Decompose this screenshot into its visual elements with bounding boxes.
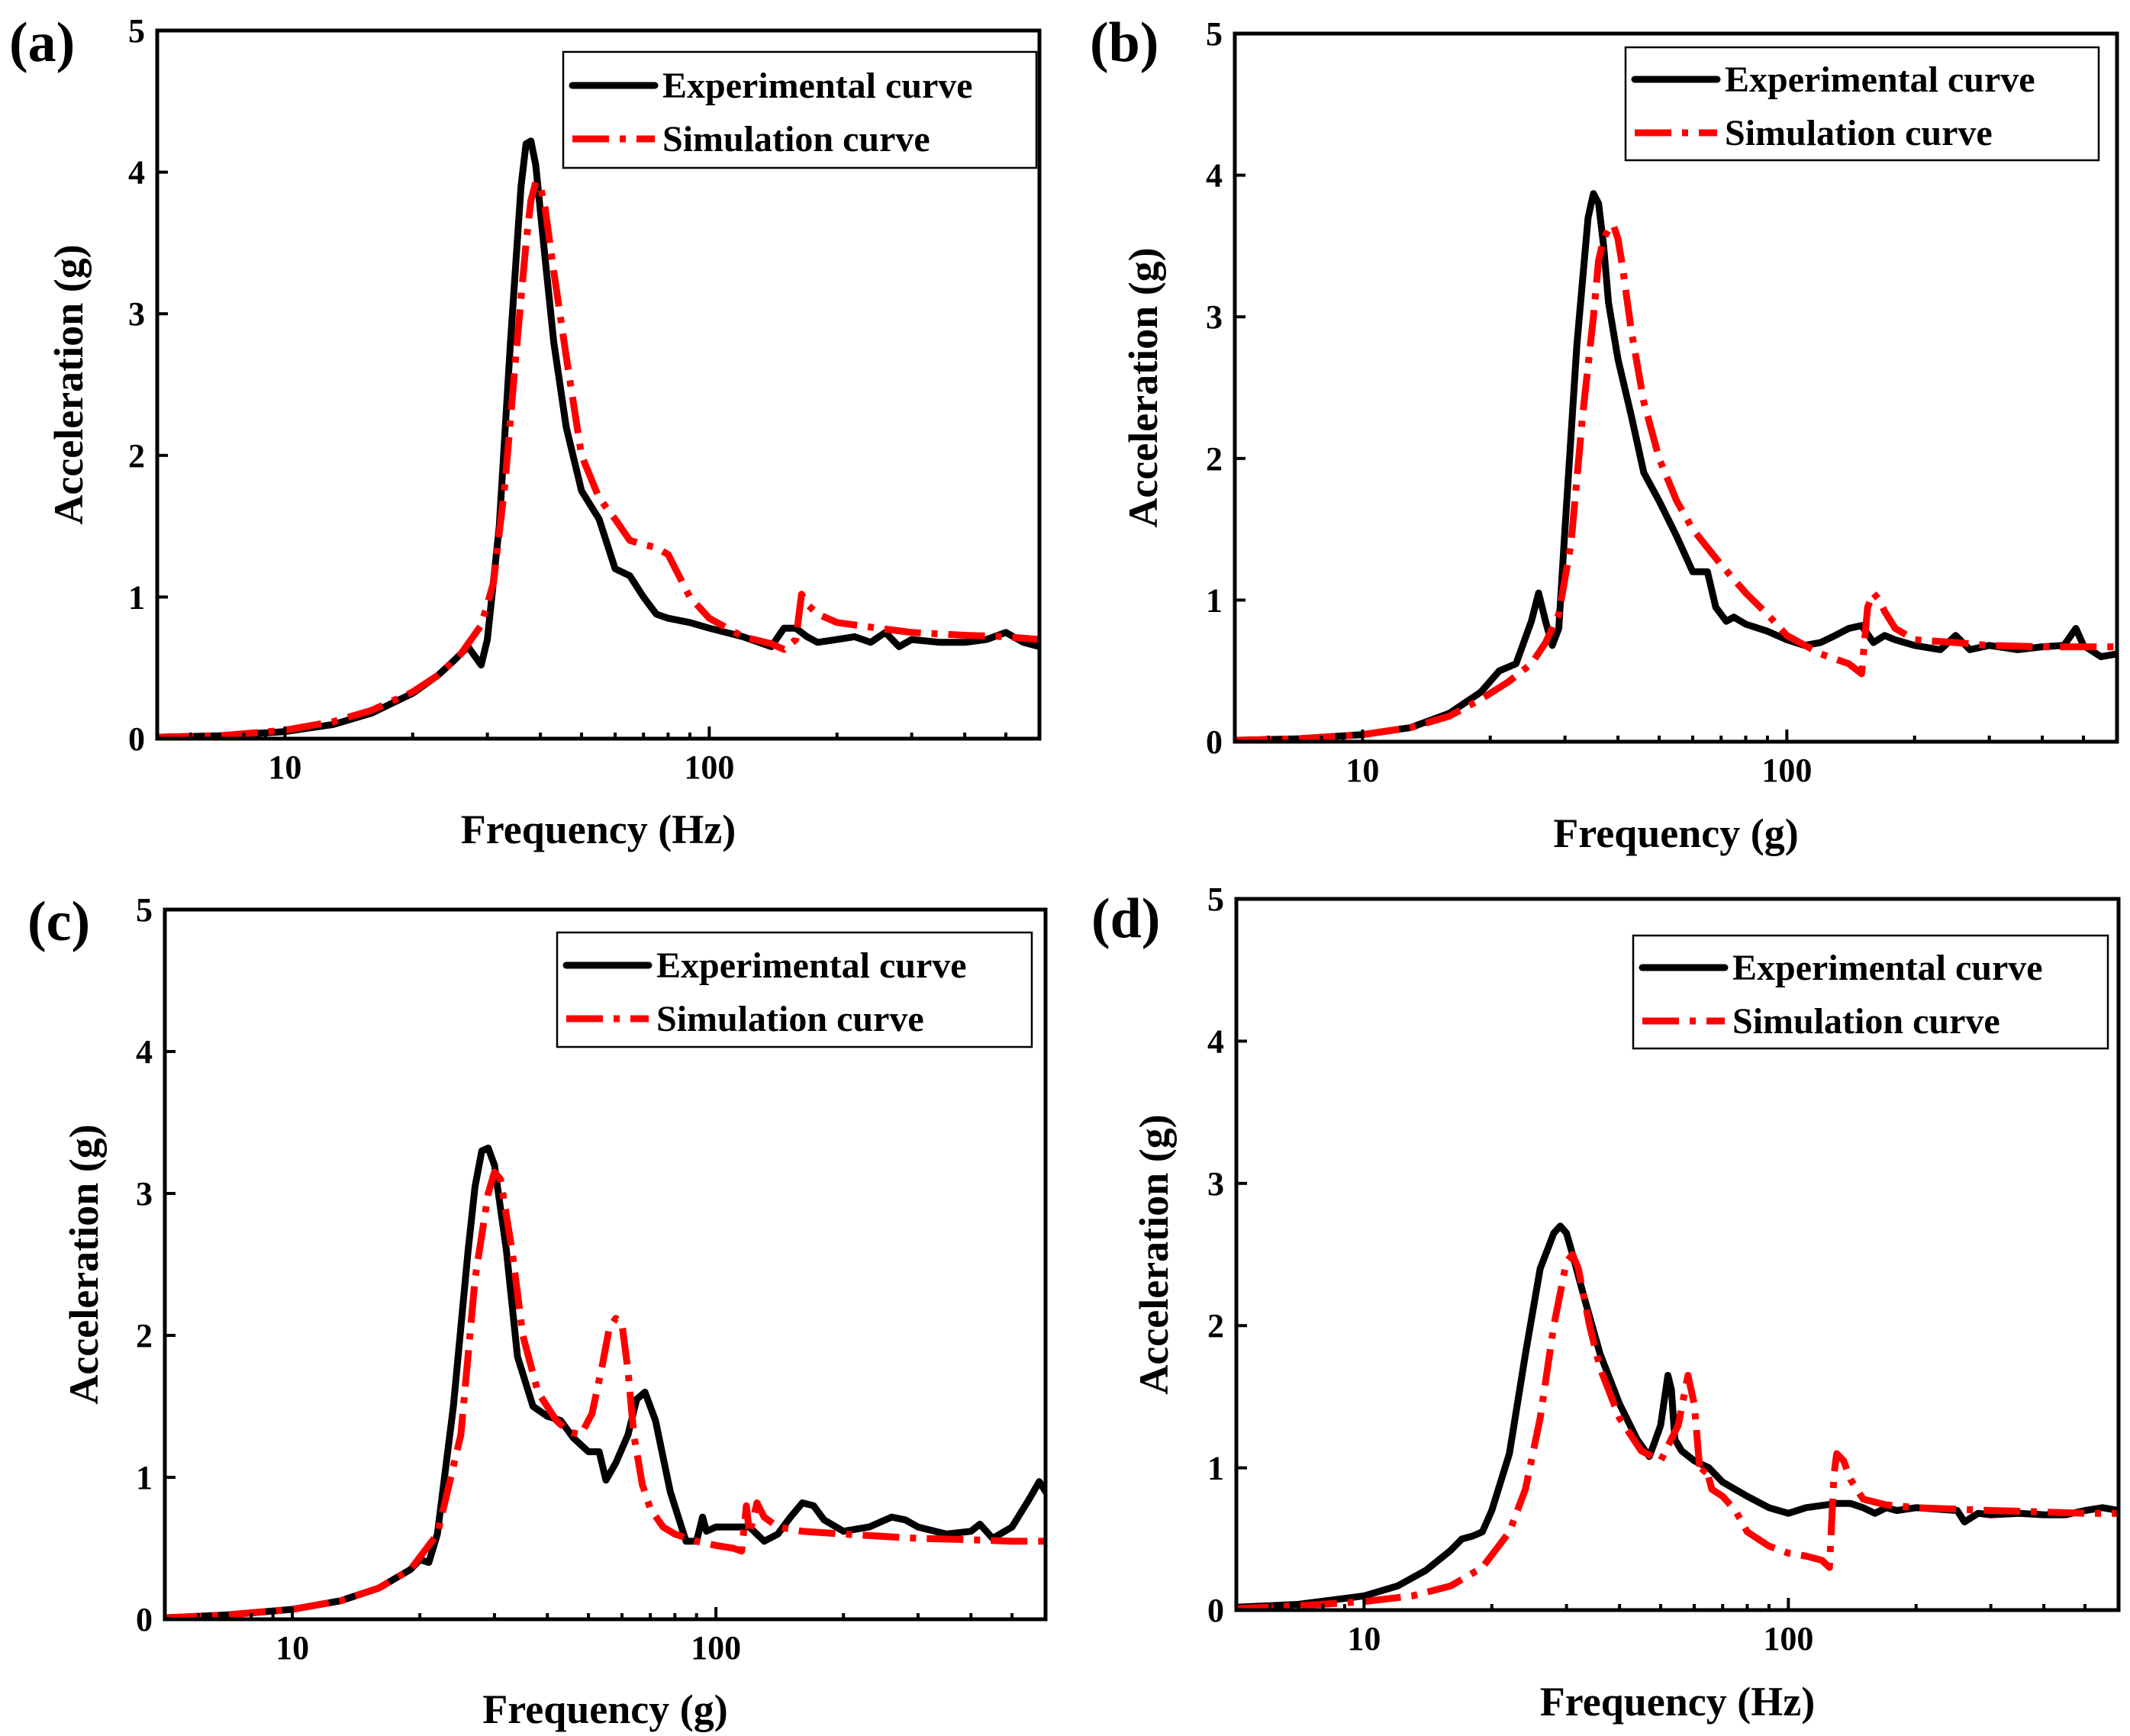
x-tick-label: 10	[276, 1629, 309, 1667]
legend: Experimental curve Simulation curve	[556, 931, 1033, 1048]
legend-label-simulation: Simulation curve	[1732, 1001, 2000, 1042]
series-line-experimental	[165, 1145, 1046, 1619]
y-tick-label: 1	[128, 578, 145, 616]
legend-label-experimental: Experimental curve	[656, 945, 967, 986]
x-tick-label: 10	[268, 749, 301, 786]
series-line-simulation	[1235, 221, 2117, 742]
series-line-simulation	[165, 1168, 1046, 1619]
series-line-experimental	[157, 137, 1039, 739]
panel-label: (d)	[1091, 887, 1160, 950]
plot-area: 0 1 2 3 4 5 10 100	[136, 891, 1046, 1667]
y-tick-label: 4	[128, 154, 145, 192]
y-tick-label: 2	[128, 437, 145, 475]
legend-label-experimental: Experimental curve	[662, 66, 973, 106]
legend-box	[1632, 934, 2109, 1050]
y-tick-label: 0	[1207, 1592, 1224, 1629]
x-tick-label: 100	[1761, 752, 1812, 789]
panel-b: (b) 0 1 2 3 4 5 10 100 Frequency (g) Accelerati…	[1090, 11, 2119, 856]
panel-label: (c)	[27, 891, 90, 953]
x-axis-title: Frequency (g)	[1553, 810, 1798, 856]
legend-label-simulation: Simulation curve	[1725, 113, 1993, 153]
y-tick-label: 4	[136, 1033, 153, 1071]
y-tick-label: 5	[1206, 15, 1223, 53]
legend-label-experimental: Experimental curve	[1732, 948, 2043, 988]
plot-area: 0 1 2 3 4 5 10 100	[128, 12, 1039, 786]
legend-label-simulation: Simulation curve	[662, 119, 930, 159]
y-tick-label: 2	[1207, 1307, 1224, 1345]
y-axis-title: Acceleration (g)	[1131, 1114, 1177, 1394]
y-tick-label: 1	[136, 1459, 153, 1496]
y-tick-label: 2	[1206, 440, 1223, 478]
legend-box	[1624, 46, 2100, 162]
y-tick-label: 2	[136, 1317, 153, 1354]
y-tick-label: 5	[136, 891, 153, 929]
series-line-simulation	[157, 179, 1039, 739]
legend: Experimental curve Simulation curve	[1632, 934, 2109, 1050]
y-tick-label: 1	[1206, 581, 1223, 619]
y-tick-label: 3	[1207, 1165, 1224, 1203]
y-axis-title: Acceleration (g)	[46, 244, 92, 524]
y-tick-label: 3	[136, 1175, 153, 1213]
y-tick-label: 0	[136, 1601, 153, 1638]
y-tick-label: 5	[1207, 881, 1224, 918]
x-axis-title: Frequency (g)	[482, 1686, 727, 1732]
x-axis-title: Frequency (Hz)	[1540, 1679, 1815, 1725]
y-axis-title: Acceleration (g)	[61, 1124, 107, 1404]
plot-frame	[1234, 897, 2121, 1612]
y-tick-label: 0	[128, 720, 145, 758]
x-tick-label: 10	[1347, 1620, 1381, 1657]
legend-label-simulation: Simulation curve	[656, 999, 924, 1039]
x-tick-label: 100	[691, 1629, 741, 1667]
legend-box	[562, 50, 1038, 169]
x-tick-label: 100	[684, 749, 734, 786]
y-tick-label: 3	[128, 295, 145, 333]
plot-frame	[1233, 31, 2119, 744]
y-tick-label: 0	[1206, 723, 1223, 761]
panel-c: (c) 0 1 2 3 4 5 10 100 Frequency (g) Accelerati…	[27, 891, 1048, 1732]
panel-d: (d) 0 1 2 3 4 5 10 100 Frequency (Hz) Accelerat…	[1091, 881, 2121, 1725]
panel-label: (a)	[9, 11, 75, 74]
y-tick-label: 4	[1206, 157, 1223, 195]
y-tick-label: 3	[1206, 298, 1223, 336]
y-tick-label: 1	[1207, 1450, 1224, 1487]
x-tick-label: 10	[1345, 752, 1379, 789]
y-axis-title: Acceleration (g)	[1120, 247, 1166, 527]
legend: Experimental curve Simulation curve	[562, 50, 1038, 169]
y-tick-label: 4	[1207, 1023, 1224, 1060]
x-axis-title: Frequency (Hz)	[461, 807, 736, 852]
legend-box	[556, 931, 1033, 1048]
plot-frame	[155, 28, 1042, 741]
legend-label-experimental: Experimental curve	[1725, 60, 2035, 100]
legend: Experimental curve Simulation curve	[1624, 46, 2100, 162]
plot-frame	[163, 907, 1048, 1622]
x-tick-label: 100	[1763, 1620, 1813, 1657]
series-line-experimental	[1236, 1222, 2119, 1610]
y-tick-label: 5	[128, 12, 145, 50]
panel-a: (a) 0 1 2 3 4 5 10 100 Frequency (Hz) Accelerat…	[9, 11, 1042, 852]
panel-label: (b)	[1090, 11, 1158, 74]
series-line-experimental	[1235, 190, 2117, 742]
plot-area: 0 1 2 3 4 5 10 100	[1206, 15, 2117, 789]
series-line-simulation	[1236, 1251, 2119, 1610]
